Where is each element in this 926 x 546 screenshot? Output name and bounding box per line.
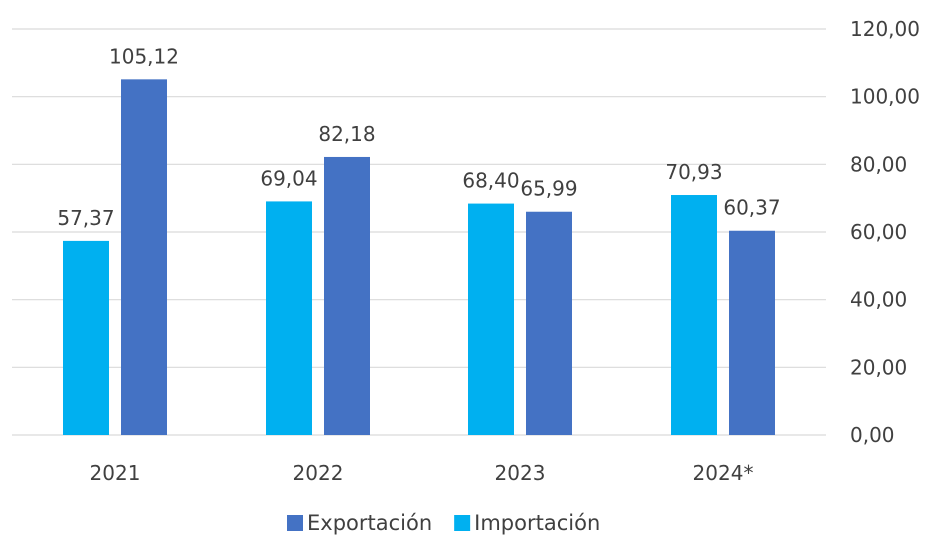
x-axis: 2021 2022 2023 2024* — [90, 461, 754, 485]
bars — [63, 79, 775, 436]
legend: Exportación Importación — [287, 511, 600, 535]
y-axis: 0,00 20,00 40,00 60,00 80,00 100,00 120,00 — [850, 17, 920, 447]
data-label: 68,40 — [462, 169, 519, 193]
bar-importacion-1 — [266, 201, 312, 435]
y-tick-label: 120,00 — [850, 17, 920, 41]
x-tick-label: 2021 — [90, 461, 141, 485]
x-tick-label: 2024* — [693, 461, 754, 485]
legend-swatch — [454, 515, 471, 531]
data-label: 105,12 — [109, 44, 179, 68]
data-label: 69,04 — [260, 166, 317, 190]
bar-exportacion-3 — [729, 230, 775, 435]
bar-importacion-2 — [468, 203, 514, 435]
data-label: 65,99 — [520, 177, 577, 201]
bar-exportacion-2 — [526, 211, 572, 435]
legend-swatch — [287, 515, 303, 531]
y-tick-label: 80,00 — [850, 152, 907, 176]
y-tick-label: 60,00 — [850, 220, 907, 244]
data-label: 60,37 — [723, 196, 780, 220]
data-label: 57,37 — [57, 206, 114, 230]
legend-label: Exportación — [307, 511, 432, 535]
y-tick-label: 20,00 — [850, 355, 907, 379]
data-label: 82,18 — [318, 122, 375, 146]
legend-label: Importación — [474, 511, 600, 535]
y-tick-label: 0,00 — [850, 423, 895, 447]
data-label: 70,93 — [665, 160, 722, 184]
x-tick-label: 2023 — [495, 461, 546, 485]
bar-exportacion-1 — [324, 156, 370, 435]
bar-importacion-0 — [63, 240, 109, 435]
bar-exportacion-0 — [121, 79, 167, 436]
bar-importacion-3 — [671, 195, 717, 435]
y-tick-label: 40,00 — [850, 288, 907, 312]
x-tick-label: 2022 — [293, 461, 344, 485]
y-tick-label: 100,00 — [850, 85, 920, 109]
